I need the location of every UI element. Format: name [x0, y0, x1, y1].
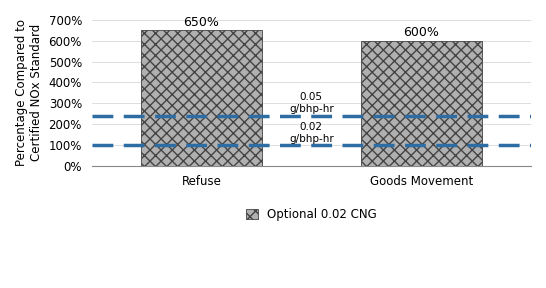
Text: 600%: 600%: [403, 26, 439, 39]
Legend: Optional 0.02 CNG: Optional 0.02 CNG: [246, 208, 377, 221]
Bar: [361, 41, 482, 166]
Y-axis label: Percentage Compared to
Certified NOx Standard: Percentage Compared to Certified NOx Sta…: [15, 19, 43, 166]
Text: 0.02
g/bhp-hr: 0.02 g/bhp-hr: [289, 122, 334, 144]
Text: 650%: 650%: [183, 16, 219, 29]
Bar: [141, 31, 262, 166]
Text: 0.05
g/bhp-hr: 0.05 g/bhp-hr: [289, 92, 334, 114]
